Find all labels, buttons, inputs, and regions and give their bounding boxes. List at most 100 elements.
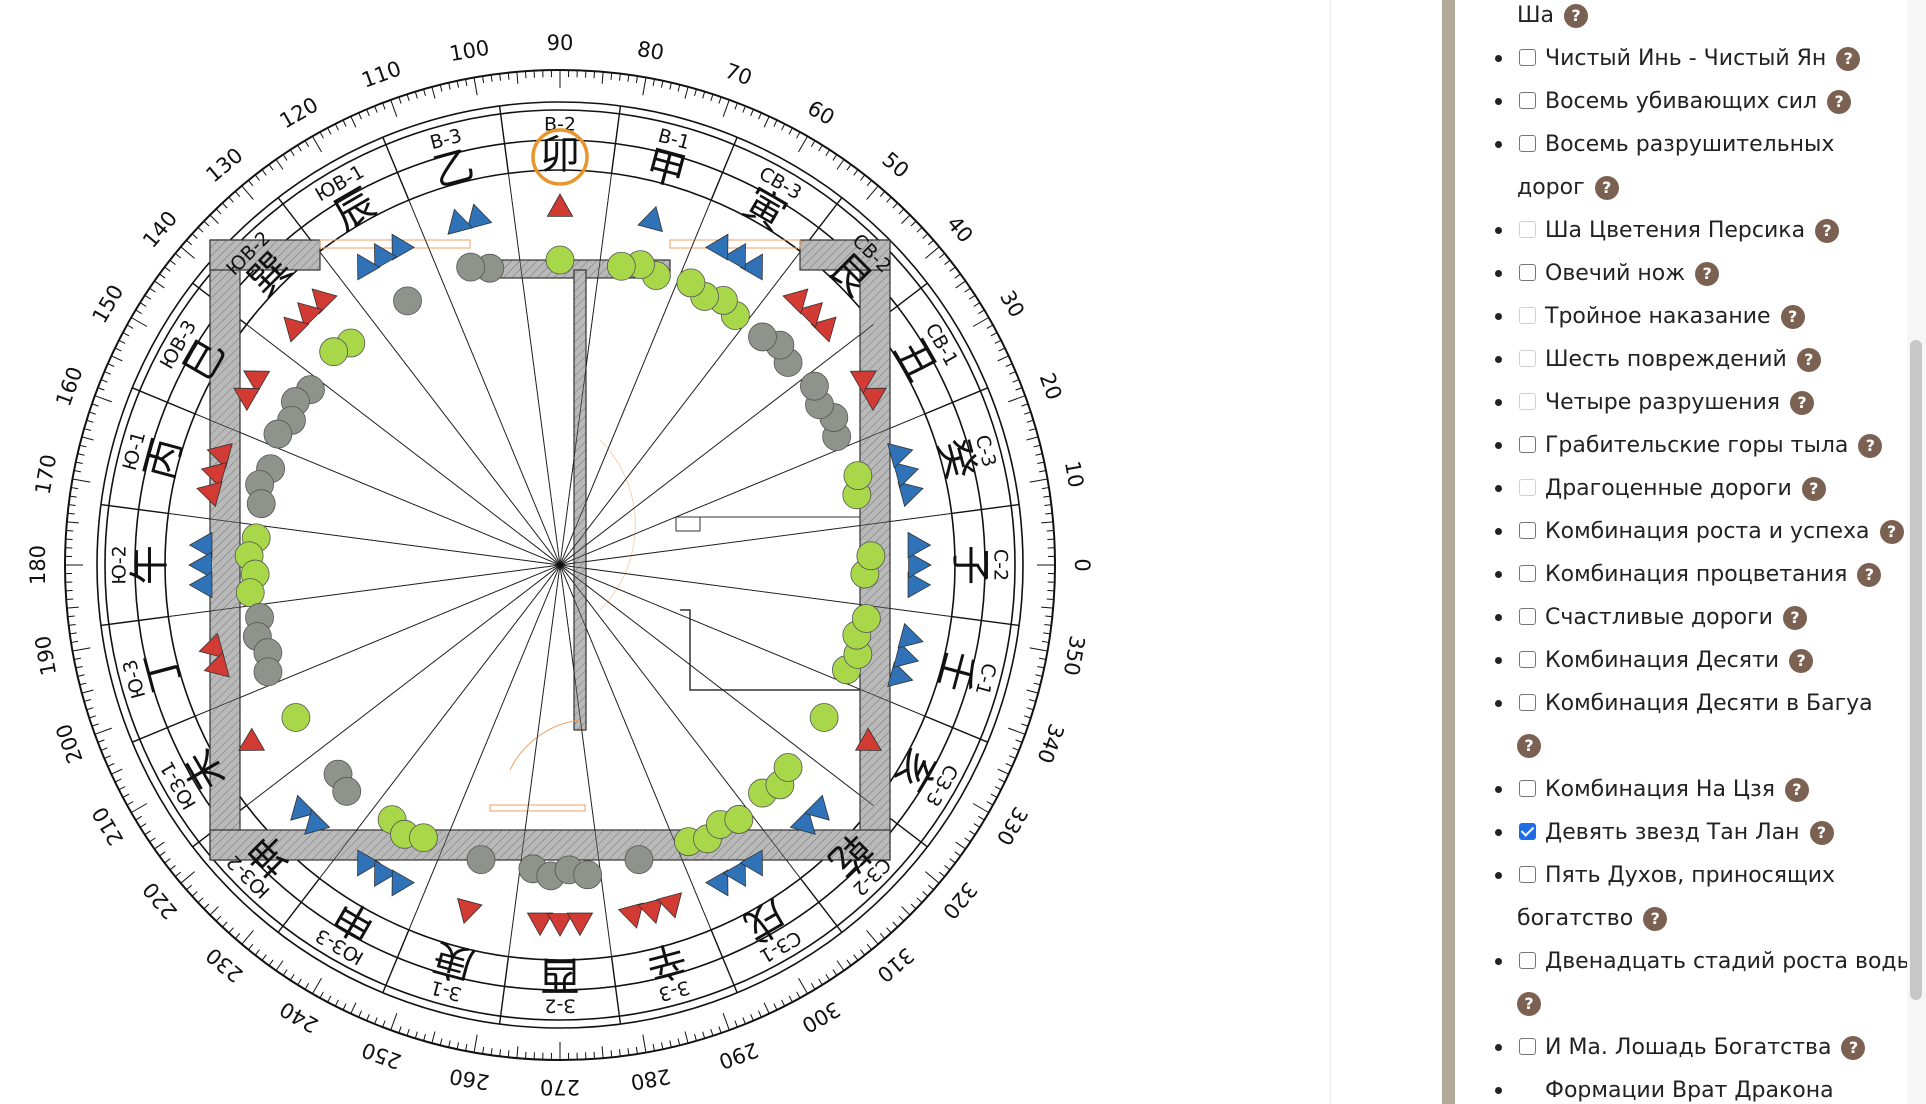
circle-mark [332,776,362,806]
help-icon[interactable]: ? [1827,90,1852,114]
help-icon[interactable]: ? [1815,219,1840,243]
triangle-mark [200,462,228,488]
help-icon[interactable]: ? [1594,176,1619,200]
wall [209,239,321,271]
list-bullet [1495,1087,1502,1094]
radial-line [559,199,712,566]
panel-divider [1330,0,1331,1104]
degree-tick [319,131,324,139]
help-icon[interactable]: ? [1517,992,1541,1016]
option-label[interactable]: И Ма. Лошадь Богатства? [1545,1026,1866,1069]
option-label[interactable]: Овечий нож? [1545,252,1720,295]
option-label[interactable]: Комбинация На Цзя? [1545,768,1809,811]
option-checkbox[interactable] [1519,49,1536,66]
help-icon[interactable]: ? [1517,734,1541,758]
triangle-mark [374,242,398,271]
circle-mark [263,419,293,449]
degree-tick [139,302,147,307]
option-checkbox[interactable] [1519,694,1536,711]
scrollbar-thumb[interactable] [1910,340,1922,1000]
option-label[interactable]: Четыре разрушения? [1545,381,1815,424]
option-label[interactable]: богатство? [1517,897,1668,940]
degree-tick [601,71,604,84]
help-icon[interactable]: ? [1857,563,1882,587]
option-label[interactable]: Драгоценные дороги? [1545,467,1826,510]
option-label[interactable]: Грабительские горы тыла? [1545,424,1883,467]
degree-tick [660,1042,664,1050]
degree-tick [382,1020,386,1028]
help-icon[interactable]: ? [1809,821,1834,845]
help-icon[interactable]: ? [1801,477,1826,501]
option-label[interactable]: Шесть повреждений? [1545,338,1821,381]
option-label[interactable]: дорог? [1517,166,1619,209]
option-label[interactable]: Девять звезд Тан Лан? [1545,811,1834,854]
degree-tick [618,1049,621,1057]
option-checkbox[interactable] [1519,135,1536,152]
degree-tick [694,1033,697,1041]
degree-tick [1044,623,1052,626]
option-label[interactable]: Комбинация роста и успеха? [1545,510,1904,553]
option-checkbox [1519,221,1536,238]
degree-tick [209,906,219,916]
degree-tick [922,891,929,897]
option-label[interactable]: Комбинация Десяти? [1545,639,1814,682]
help-icon[interactable]: ? [1836,47,1861,71]
option-label[interactable]: Чистый Инь - Чистый Ян? [1545,37,1861,80]
option-label[interactable]: Формации Врат Дракона [1545,1078,1834,1103]
degree-tick [1026,436,1039,441]
help-icon[interactable]: ? [1789,649,1814,673]
option-checkbox[interactable] [1519,651,1536,668]
degree-tick [215,208,222,215]
degree-tick [1044,504,1052,507]
degree-tick [423,89,426,97]
degree-tick [684,86,689,99]
degree-tick [67,512,75,515]
triangle-mark [304,808,331,835]
option-label[interactable]: Пять Духов, приносящих [1545,863,1836,888]
help-icon[interactable]: ? [1780,305,1805,329]
degree-tick [742,1017,746,1025]
list-bullet [1495,571,1502,578]
radial-line [559,413,926,566]
triangle-mark [233,387,261,412]
help-icon[interactable]: ? [1643,907,1668,931]
option-checkbox[interactable] [1519,522,1536,539]
help-icon[interactable]: ? [1784,778,1809,802]
help-icon[interactable]: ? [1796,348,1821,372]
option-label[interactable]: Ша Цветения Персика? [1545,209,1840,252]
option-checkbox[interactable] [1519,952,1536,969]
option-checkbox[interactable] [1519,780,1536,797]
help-icon[interactable]: ? [1879,520,1904,544]
compass-ring [164,169,956,961]
help-icon[interactable]: ? [1858,434,1883,458]
option-label[interactable]: Восемь убивающих сил? [1545,80,1852,123]
option-checkbox[interactable] [1519,264,1536,281]
option-label[interactable]: Восемь разрушительных [1545,132,1835,157]
degree-tick [97,739,105,743]
help-icon[interactable]: ? [1782,606,1807,630]
sector-divider [951,615,1020,627]
help-icon[interactable]: ? [1841,1036,1866,1060]
degree-tick [660,80,664,88]
degree-tick [853,169,859,176]
option-checkbox[interactable] [1519,823,1536,840]
sector-divider [924,387,989,415]
degree-tick [144,830,152,836]
help-icon[interactable]: ? [1695,262,1720,286]
help-icon[interactable]: ? [1564,4,1589,28]
option-checkbox[interactable] [1519,92,1536,109]
option-label[interactable]: Тройное наказание? [1545,295,1805,338]
option-checkbox[interactable] [1519,1038,1536,1055]
option-checkbox[interactable] [1519,565,1536,582]
option-checkbox[interactable] [1519,436,1536,453]
degree-tick [448,1040,451,1048]
option-label[interactable]: Двенадцать стадий роста воды [1545,949,1915,974]
option-checkbox[interactable] [1519,608,1536,625]
option-label[interactable]: Ша? [1517,0,1589,37]
option-label[interactable]: Комбинация Десяти в Багуа [1545,691,1873,716]
help-icon[interactable]: ? [1790,391,1815,415]
option-checkbox[interactable] [1519,866,1536,883]
option-label[interactable]: Комбинация процветания? [1545,553,1882,596]
option-label[interactable]: Счастливые дороги? [1545,596,1807,639]
triangle-mark [892,642,920,668]
